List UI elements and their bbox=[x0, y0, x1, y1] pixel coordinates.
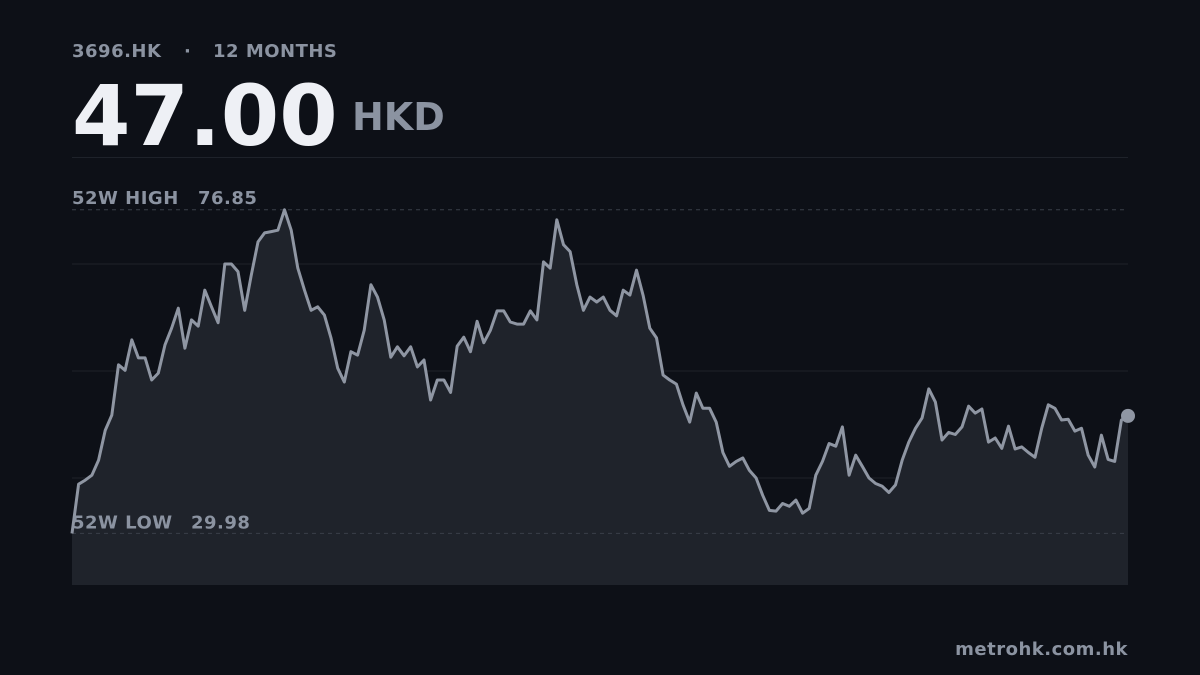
area bbox=[72, 209, 1128, 586]
last-point bbox=[1121, 408, 1135, 423]
low-value: 29.98 bbox=[191, 512, 250, 533]
high-value: 76.85 bbox=[198, 188, 257, 209]
low-label: 52W LOW bbox=[72, 512, 173, 533]
ticker: 3696.HK bbox=[72, 41, 162, 62]
source: metrohk.com.hk bbox=[955, 639, 1128, 660]
currency: HKD bbox=[352, 95, 445, 139]
price-line bbox=[70, 208, 1129, 534]
separator: · bbox=[184, 41, 191, 62]
high-label: 52W HIGH bbox=[72, 188, 179, 209]
period: 12 MONTHS bbox=[213, 41, 337, 62]
price: 47.00 bbox=[72, 67, 338, 165]
